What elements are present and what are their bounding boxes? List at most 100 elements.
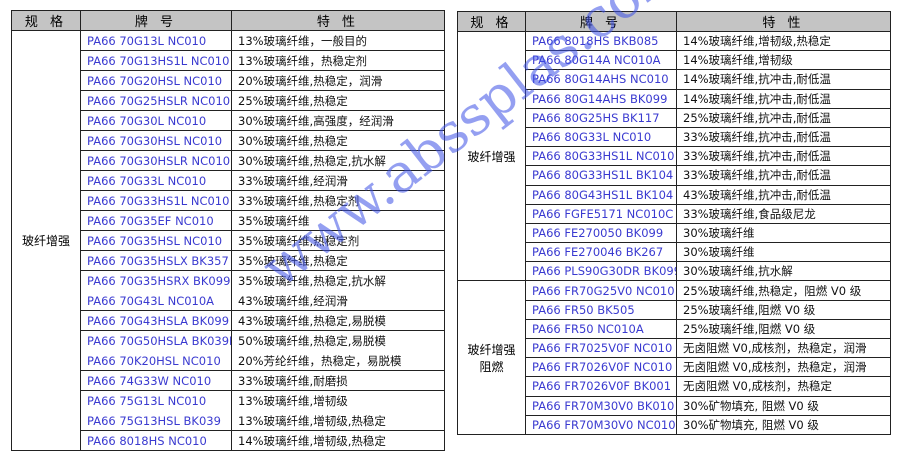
property-cell: 30%玻璃纤维,高强度，经润滑 — [231, 110, 445, 131]
table-row: PA66 FE270046 BK267 30%玻璃纤维 — [458, 242, 891, 263]
property-cell: 43%玻璃纤维,经润滑 — [231, 290, 445, 311]
grade-cell: PA66 70G35HSLX BK357 — [80, 250, 232, 271]
table-row: PA66 70G43L NC010A 43%玻璃纤维,经润滑 — [12, 290, 445, 311]
grade-cell: PA66 70G35EF NC010 — [80, 210, 232, 231]
right-grade-table: 规 格 牌 号 特 性 玻纤增强 PA66 8018HS BKB085 14%玻璃纤… — [457, 11, 891, 435]
property-cell: 30%玻璃纤维 — [676, 242, 891, 263]
header-grade: 牌 号 — [525, 11, 677, 32]
table-row: PA66 FR50 BK505 25%玻璃纤维,阻燃 V0 级 — [458, 299, 891, 320]
property-cell: 13%玻璃纤维，一般目的 — [231, 30, 445, 51]
grade-cell: PA66 8018HS NC010 — [80, 430, 232, 451]
header-grade: 牌 号 — [80, 10, 232, 31]
grade-cell: PA66 FR50 BK505 — [525, 299, 677, 320]
spec-cell: 玻纤增强 — [11, 30, 81, 451]
property-cell: 43%玻璃纤维,热稳定,易脱模 — [231, 310, 445, 331]
grade-cell: PA66 70G13L NC010 — [80, 30, 232, 51]
table-row: 玻纤增强 PA66 8018HS BKB085 14%玻璃纤维,增韧级,热稳定 — [457, 30, 891, 282]
grade-cell: PA66 80G33L NC010 — [525, 126, 677, 148]
property-cell: 50%玻璃纤维,热稳定,易脱模 — [231, 330, 445, 351]
property-cell: 无卤阻燃 V0,成核剂，热稳定，润滑 — [676, 337, 891, 359]
grade-cell: PA66 FR50 NC010A — [525, 318, 677, 340]
table-row: PA66 FR7026V0F NC010 无卤阻燃 V0,成核剂，热稳定，润滑 — [458, 357, 891, 378]
grade-cell: PA66 70G35HSL NC010 — [80, 230, 232, 251]
grade-cell: PA66 PLS90G30DR BK099 — [525, 261, 677, 282]
grade-cell: PA66 74G33W NC010 — [80, 370, 232, 391]
table-row: PA66 74G33W NC010 33%玻璃纤维,耐磨损 — [12, 370, 445, 391]
property-cell: 25%玻璃纤维,阻燃 V0 级 — [676, 299, 891, 320]
property-cell: 14%玻璃纤维,增韧级,热稳定 — [231, 430, 445, 451]
header-spec: 规 格 — [11, 10, 81, 31]
grade-cell: PA66 FR70M30V0 BK010 — [525, 395, 677, 416]
property-cell: 20%芳纶纤维，热稳定，易脱模 — [231, 350, 445, 371]
property-cell: 25%玻璃纤维,热稳定，阻燃 V0 级 — [676, 280, 891, 301]
table-row: PA66 PLS90G30DR BK099 30%玻璃纤维,抗水解 — [458, 261, 891, 282]
property-cell: 25%玻璃纤维,热稳定 — [231, 90, 445, 111]
grade-cell: PA66 8018HS BKB085 — [525, 30, 677, 52]
table-row: PA66 70G25HSLR NC010 25%玻璃纤维,热稳定 — [12, 90, 445, 111]
property-cell: 25%玻璃纤维,抗冲击,耐低温 — [676, 107, 891, 128]
property-cell: 25%玻璃纤维,阻燃 V0 级 — [676, 318, 891, 340]
grade-cell: PA66 FE270050 BK099 — [525, 222, 677, 244]
property-cell: 33%玻璃纤维,食品级尼龙 — [676, 203, 891, 224]
grade-cell: PA66 70G43L NC010A — [80, 290, 232, 311]
table-row: PA66 FR70M30V0 NC010 30%矿物填充, 阻燃 V0 级 — [458, 414, 891, 435]
property-cell: 43%玻璃纤维,抗冲击,耐低温 — [676, 184, 891, 205]
header-property: 特 性 — [231, 10, 445, 31]
property-cell: 13%玻璃纤维,增韧级,热稳定 — [231, 410, 445, 431]
property-cell: 无卤阻燃 V0,成核剂，热稳定，润滑 — [676, 357, 891, 378]
property-cell: 33%玻璃纤维,抗冲击,耐低温 — [676, 146, 891, 167]
property-cell: 13%玻璃纤维,增韧级 — [231, 390, 445, 411]
grade-cell: PA66 FR7025V0F NC010 — [525, 337, 677, 359]
table-row: PA66 75G13L NC010 13%玻璃纤维,增韧级 — [12, 390, 445, 411]
table-row: PA66 FE270050 BK099 30%玻璃纤维 — [458, 222, 891, 244]
grade-cell: PA66 80G14AHS NC010 — [525, 69, 677, 90]
grade-cell: PA66 80G14AHS BK099 — [525, 88, 677, 109]
table-row: PA66 70G35HSLX BK357 35%玻璃纤维,热稳定 — [12, 250, 445, 271]
grade-cell: PA66 FR7026V0F NC010 — [525, 357, 677, 378]
grade-cell: PA66 80G33HS1L NC010 — [525, 146, 677, 167]
property-cell: 14%玻璃纤维,抗冲击,耐低温 — [676, 69, 891, 90]
table-row: 玻纤增强 PA66 70G13L NC010 13%玻璃纤维，一般目的 — [11, 30, 445, 451]
header-property: 特 性 — [676, 11, 891, 32]
property-cell: 33%玻璃纤维,抗冲击,耐低温 — [676, 165, 891, 186]
property-cell: 30%玻璃纤维,热稳定,抗水解 — [231, 150, 445, 171]
table-row: PA66 70G30HSL NC010 30%玻璃纤维,热稳定 — [12, 130, 445, 151]
grade-cell: PA66 70K20HSL NC010 — [80, 350, 232, 371]
grade-cell: PA66 80G33HS1L BK104 — [525, 165, 677, 186]
property-cell: 14%玻璃纤维,增韧级,热稳定 — [676, 30, 891, 52]
header-spec: 规 格 — [457, 11, 526, 32]
property-cell: 13%玻璃纤维，热稳定剂 — [231, 50, 445, 71]
property-cell: 33%玻璃纤维,热稳定剂 — [231, 190, 445, 211]
grade-cell: PA66 70G33L NC010 — [80, 170, 232, 191]
table-row: PA66 70G33L NC010 33%玻璃纤维,经润滑 — [12, 170, 445, 191]
grade-cell: PA66 70G30HSL NC010 — [80, 130, 232, 151]
grade-cell: PA66 FE270046 BK267 — [525, 242, 677, 263]
property-cell: 33%玻璃纤维,经润滑 — [231, 170, 445, 191]
table-row: PA66 75G13HSL BK039 13%玻璃纤维,增韧级,热稳定 — [12, 410, 445, 431]
table-row: PA66 70G35HSRX BK099 35%玻璃纤维,热稳定,抗水解 — [12, 270, 445, 291]
property-cell: 33%玻璃纤维,抗冲击,耐低温 — [676, 126, 891, 148]
table-row: PA66 70K20HSL NC010 20%芳纶纤维，热稳定，易脱模 — [12, 350, 445, 371]
grade-cell: PA66 70G35HSRX BK099 — [80, 270, 232, 291]
table-row: PA66 70G50HSLA BK039B 50%玻璃纤维,热稳定,易脱模 — [12, 330, 445, 351]
grade-cell: PA66 80G25HS BK117 — [525, 107, 677, 128]
left-grade-table: 规 格 牌 号 特 性 玻纤增强 PA66 70G13L NC010 13%玻璃纤维… — [11, 10, 445, 451]
table-row: PA66 FR7025V0F NC010 无卤阻燃 V0,成核剂，热稳定，润滑 — [458, 337, 891, 359]
table-row: PA66 FR70M30V0 BK010 30%矿物填充, 阻燃 V0 级 — [458, 395, 891, 416]
grade-cell: PA66 70G30L NC010 — [80, 110, 232, 131]
grade-cell: PA66 70G43HSLA BK099 — [80, 310, 232, 331]
grade-cell: PA66 80G14A NC010A — [525, 50, 677, 71]
grade-cell: PA66 70G13HS1L NC010 — [80, 50, 232, 71]
property-cell: 30%矿物填充, 阻燃 V0 级 — [676, 414, 891, 435]
grade-cell: PA66 70G33HS1L NC010 — [80, 190, 232, 211]
table-row: PA66 FR7026V0F BK001 无卤阻燃 V0,成核剂，热稳定 — [458, 376, 891, 397]
property-cell: 30%玻璃纤维,抗水解 — [676, 261, 891, 282]
table-row: PA66 80G33HS1L NC010 33%玻璃纤维,抗冲击,耐低温 — [458, 146, 891, 167]
table-row: PA66 70G35HSL NC010 35%玻璃纤维,热稳定剂 — [12, 230, 445, 251]
grade-cell: PA66 70G30HSLR NC010 — [80, 150, 232, 171]
table-row: PA66 80G14AHS BK099 14%玻璃纤维,抗冲击,耐低温 — [458, 88, 891, 109]
property-cell: 35%玻璃纤维,热稳定,抗水解 — [231, 270, 445, 291]
property-cell: 35%玻璃纤维,热稳定剂 — [231, 230, 445, 251]
property-cell: 33%玻璃纤维,耐磨损 — [231, 370, 445, 391]
table-row: PA66 70G30HSLR NC010 30%玻璃纤维,热稳定,抗水解 — [12, 150, 445, 171]
